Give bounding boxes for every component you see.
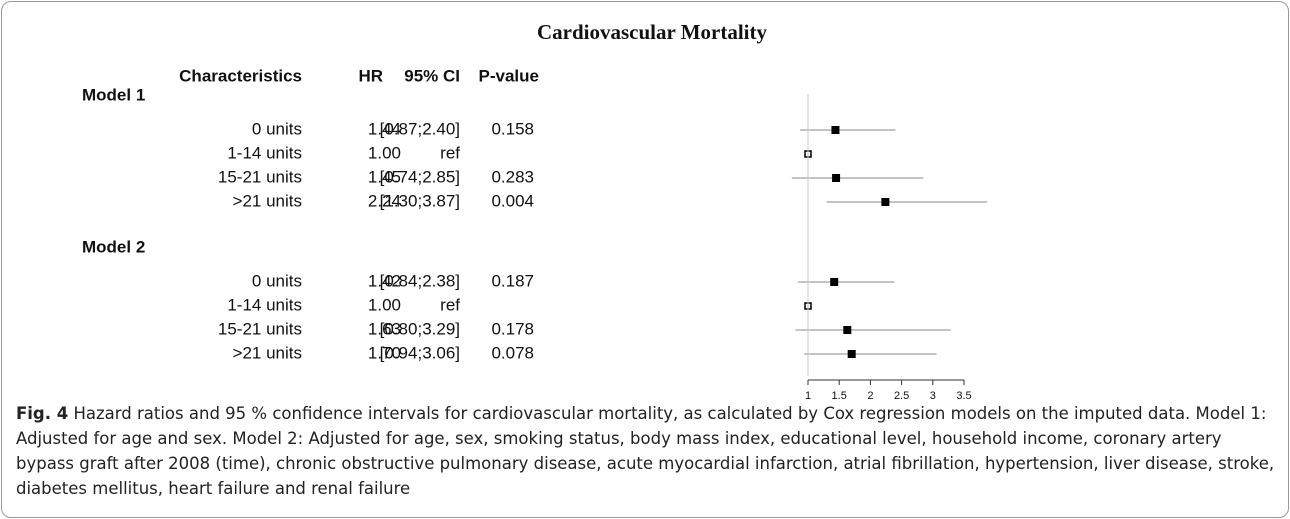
- x-tick-label: 2.5: [894, 390, 909, 402]
- x-tick-label: 1.5: [832, 390, 847, 402]
- row-label: 1-14 units: [227, 143, 302, 162]
- p-value: 0.178: [491, 319, 534, 338]
- column-header: HR: [358, 66, 383, 85]
- hr-marker: [843, 326, 852, 334]
- p-value: 0.004: [491, 191, 534, 210]
- hr-label: 1.42: [368, 271, 401, 290]
- caption: Fig. 4 Hazard ratios and 95 % confidence…: [16, 401, 1278, 501]
- row-label: 15-21 units: [218, 167, 302, 186]
- group-label: Model 1: [82, 85, 145, 104]
- hr-marker: [881, 198, 890, 206]
- caption-text: Hazard ratios and 95 % confidence interv…: [16, 404, 1275, 498]
- ci-label: [0.74;2.85]: [380, 167, 460, 186]
- x-tick-label: 2: [867, 390, 873, 402]
- hr-marker: [831, 126, 840, 134]
- ci-label: [0.87;2.40]: [380, 119, 460, 138]
- hr-marker: [847, 350, 856, 358]
- row-label: 15-21 units: [218, 319, 302, 338]
- ci-label: [0.80;3.29]: [380, 319, 460, 338]
- p-value: 0.187: [491, 271, 534, 290]
- ci-label: ref: [440, 143, 460, 162]
- ci-label: [0.94;3.06]: [380, 343, 460, 362]
- p-value: 0.158: [491, 119, 534, 138]
- p-value: 0.283: [491, 167, 534, 186]
- hr-label: 1.45: [368, 167, 401, 186]
- ci-label: ref: [440, 295, 460, 314]
- hr-label: 1.00: [368, 143, 401, 162]
- row-label: >21 units: [233, 343, 302, 362]
- chart-title: Cardiovascular Mortality: [537, 20, 767, 44]
- column-header: Characteristics: [179, 66, 302, 85]
- chart: Cardiovascular Mortality Characteristics…: [82, 20, 988, 402]
- column-header: P-value: [479, 66, 539, 85]
- p-value: 0.078: [491, 343, 534, 362]
- x-tick-label: 3: [930, 390, 936, 402]
- ci-label: [0.84;2.38]: [380, 271, 460, 290]
- hr-label: 1.70: [368, 343, 401, 362]
- hr-label: 1.63: [368, 319, 401, 338]
- x-tick-label: 3.5: [956, 390, 971, 402]
- row-label: 0 units: [252, 119, 302, 138]
- row-label: >21 units: [233, 191, 302, 210]
- hr-label: 1.44: [368, 119, 401, 138]
- hr-label: 1.00: [368, 295, 401, 314]
- caption-label: Fig. 4: [16, 404, 69, 423]
- group-label: Model 2: [82, 237, 145, 256]
- hr-marker: [830, 278, 839, 286]
- ci-label: [1.30;3.87]: [380, 191, 460, 210]
- hr-label: 2.24: [368, 191, 401, 210]
- x-tick-label: 1: [805, 390, 811, 402]
- hr-marker: [832, 174, 841, 182]
- column-header: 95% CI: [404, 66, 460, 85]
- row-label: 0 units: [252, 271, 302, 290]
- row-label: 1-14 units: [227, 295, 302, 314]
